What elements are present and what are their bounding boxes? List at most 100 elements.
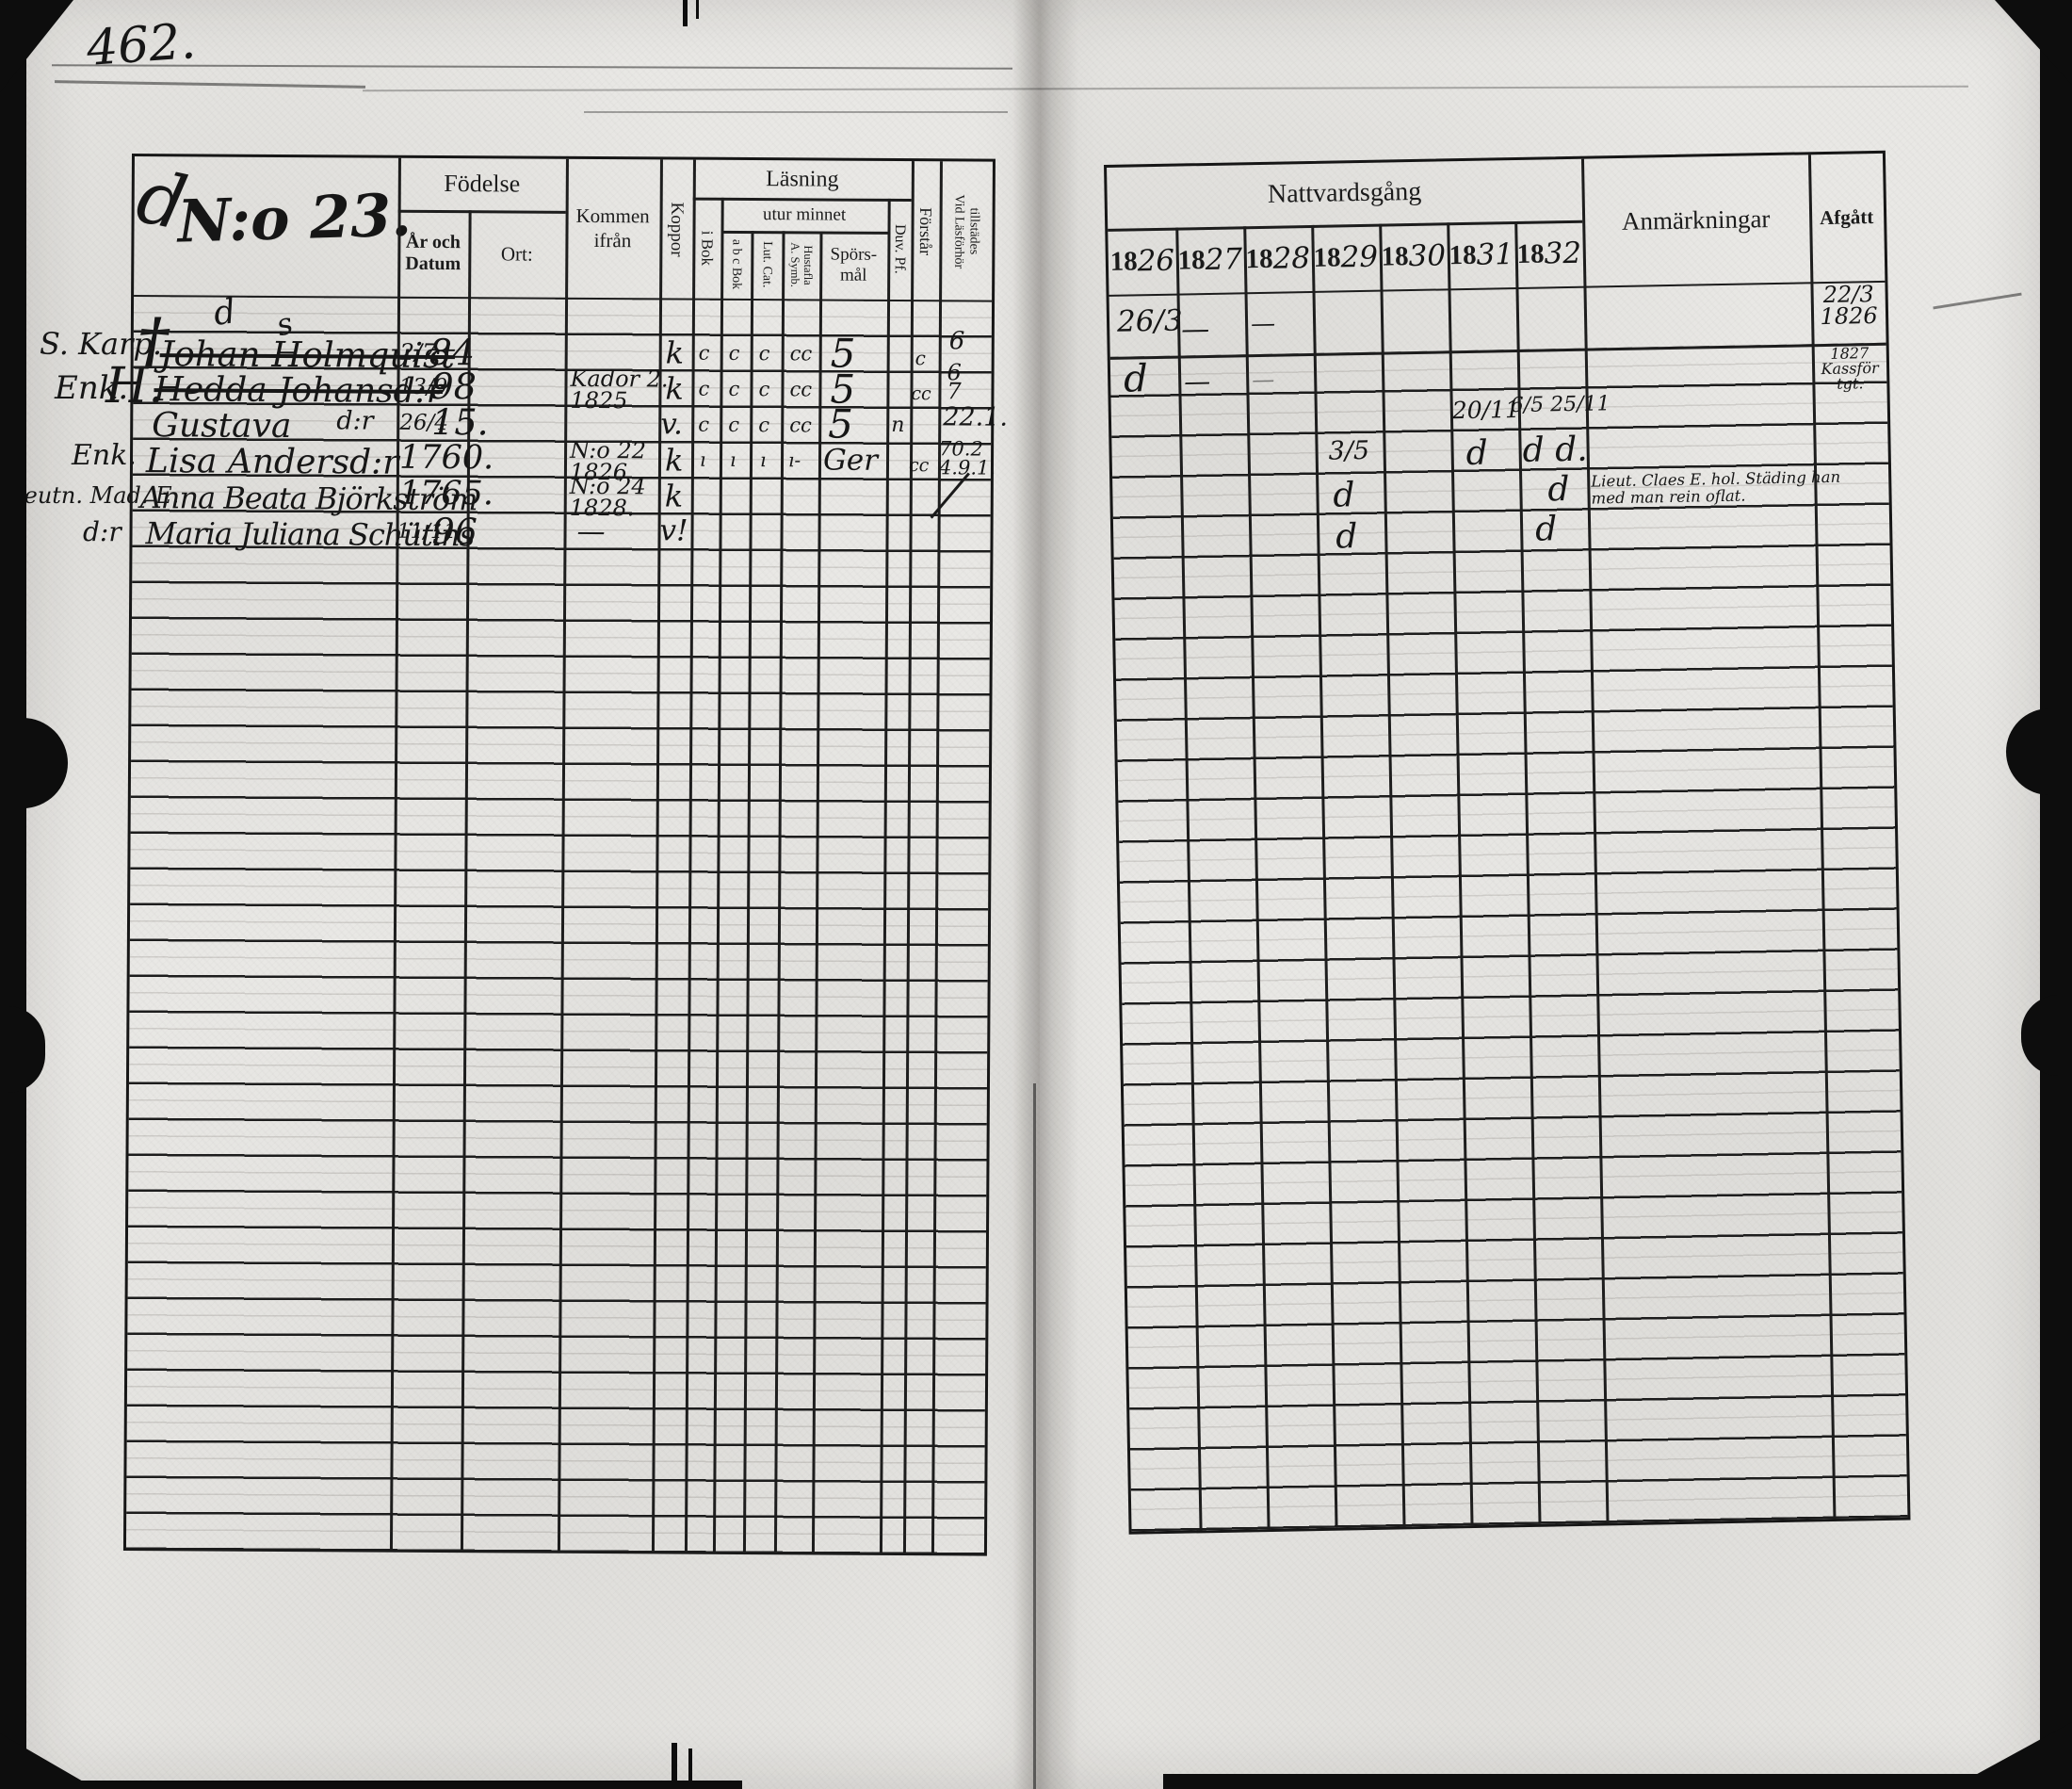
- header-sporsmal: Spörs- mål: [830, 244, 878, 285]
- year-header-1827: 18 27: [1175, 226, 1244, 293]
- header-i-bok: i Bok: [698, 230, 717, 266]
- year-header-1829: 18 29: [1311, 224, 1380, 291]
- ditto-mark: d: [1547, 470, 1570, 510]
- came-from: —: [576, 514, 606, 549]
- year-header-1828: 18 28: [1243, 225, 1312, 292]
- ditto-dash: —: [1250, 309, 1276, 339]
- communion-date: 6/5 25/11: [1510, 392, 1611, 418]
- reading-mark: c: [728, 341, 740, 365]
- right-table: Nattvardsgång Anmärkningar Afgått 18 26 1…: [1104, 150, 1911, 1535]
- attendance-note: 6: [948, 327, 965, 356]
- year-written: 31: [1476, 237, 1514, 272]
- scan-edge-left: [0, 0, 26, 1789]
- year-header-1831: 18 31: [1447, 221, 1515, 288]
- binding-mark-top: [696, 0, 699, 19]
- year-printed: 18: [1313, 241, 1341, 273]
- binding-mark-bottom: [672, 1743, 677, 1789]
- year-printed: 18: [1381, 240, 1409, 272]
- binding-mark-bottom: [688, 1748, 692, 1789]
- year-header-1832: 18 32: [1514, 220, 1583, 287]
- reading-mark: cc: [789, 378, 813, 401]
- year-written: 30: [1408, 238, 1447, 274]
- binding-fold-line: [1033, 1083, 1036, 1789]
- scan-edge-bottom-left: [66, 1781, 742, 1789]
- came-from: N:o 24 1828.: [569, 472, 646, 522]
- attendance-note: 22.1.: [943, 402, 1009, 432]
- binding-hole-right: [2006, 708, 2072, 795]
- understands-mark: c: [915, 347, 926, 370]
- year-printed: 18: [1245, 243, 1273, 274]
- communion-date: 3/5: [1328, 435, 1370, 466]
- reading-mark: c: [758, 378, 770, 401]
- year-written: 26: [1137, 243, 1175, 279]
- ditto-mark: d: [1333, 476, 1355, 515]
- reading-mark: ı: [699, 447, 706, 471]
- right-table-grid: [1109, 342, 1908, 1532]
- understands-mark: cc: [908, 455, 930, 477]
- ditto-mark: d d.: [1522, 430, 1588, 470]
- header-fodelse: Födelse: [444, 170, 521, 198]
- name-entry: Gustava: [152, 406, 292, 447]
- year-written: 32: [1544, 236, 1582, 271]
- household-number: N:o 23.: [176, 180, 413, 256]
- reading-mark: c: [728, 413, 740, 436]
- reading-mark: ı-: [787, 448, 801, 472]
- binding-mark-top: [683, 0, 688, 26]
- birth-year: 96: [431, 510, 478, 553]
- header-ort: Ort:: [500, 241, 533, 266]
- communion-date: 26/3: [1116, 303, 1184, 339]
- reading-mark: cc: [789, 414, 812, 437]
- header-koppor: Koppor: [666, 202, 688, 257]
- scan-streak: [584, 111, 1008, 113]
- reading-mark: c: [698, 377, 710, 400]
- reading-mark: ı: [759, 448, 767, 472]
- smallpox-mark: k: [664, 478, 684, 514]
- binding-hole-right: [2021, 995, 2072, 1076]
- header-utur-minnet: utur minnet: [762, 203, 847, 225]
- header-lasning: Läsning: [766, 166, 839, 192]
- name-suffix: d:r: [336, 406, 374, 436]
- header-abc-bok: a b c Bok: [729, 239, 744, 290]
- year-written: 28: [1272, 241, 1311, 276]
- year-printed: 18: [1109, 245, 1138, 277]
- year-printed: 18: [1449, 239, 1477, 270]
- reading-mark: c: [728, 377, 740, 400]
- binding-fold-shadow: [1012, 0, 1078, 1789]
- header-lut-cat: Lut. Cat.: [759, 241, 774, 288]
- birth-year: 1760.: [398, 438, 494, 478]
- smallpox-mark: k: [665, 370, 684, 407]
- departed-note: 1827 Kassför tgt.: [1821, 344, 1879, 393]
- attendance-note: 6 7: [947, 359, 962, 405]
- birth-year: 15.: [431, 400, 489, 444]
- year-written: 29: [1340, 239, 1379, 275]
- header-ar-och-datum: År och Datum: [405, 231, 461, 275]
- psalm-mark: n: [891, 413, 905, 438]
- reading-mark: c: [758, 414, 770, 437]
- ditto-dash: —: [1183, 365, 1211, 398]
- ditto-dash: —: [1180, 312, 1210, 347]
- year-written: 27: [1205, 242, 1243, 278]
- departed-note: 22/3 1826: [1820, 281, 1878, 330]
- reading-mark: c: [698, 413, 710, 436]
- year-header-1826: 18 26: [1108, 228, 1176, 295]
- reading-mark: ı: [729, 447, 737, 471]
- header-anmarkningar: Anmärkningar: [1621, 204, 1771, 236]
- scan-edge-bottom-right: [1163, 1774, 2072, 1789]
- header-afgatt: Afgått: [1819, 205, 1874, 230]
- reading-mark: cc: [789, 342, 813, 366]
- ditto-mark: d: [1465, 433, 1489, 473]
- remark-entry: Lieut. Claes E. hol. Städing han med man…: [1591, 467, 1841, 508]
- ditto-mark: d: [1534, 510, 1558, 549]
- year-header-1830: 18 30: [1379, 222, 1448, 289]
- reading-mark: c: [758, 342, 770, 366]
- margin-note: d:r: [83, 516, 121, 547]
- ditto-mark: d: [1123, 357, 1149, 401]
- header-duv-pf: Duv. Pf.: [891, 224, 909, 274]
- name-entry: Lisa Andersd:r: [145, 442, 399, 482]
- reading-mark: c: [698, 341, 710, 365]
- smallpox-mark: v.: [660, 407, 684, 442]
- header-vid-lasforhor: Vid Läsförhör tillstädes: [951, 193, 981, 268]
- questions-grade: 5: [828, 400, 854, 447]
- margin-note: Enk.: [72, 439, 137, 472]
